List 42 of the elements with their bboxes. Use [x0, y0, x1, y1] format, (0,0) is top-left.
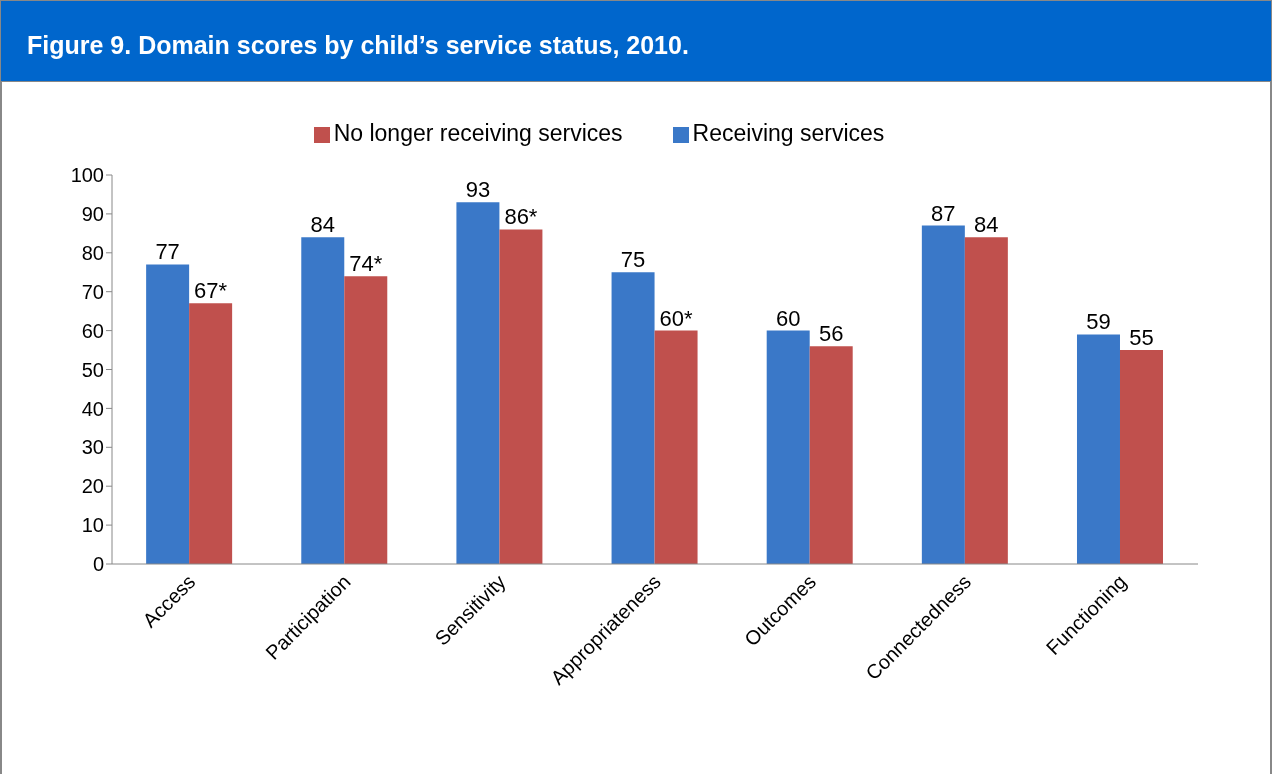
data-label: 55	[1129, 325, 1154, 351]
bar	[964, 237, 1008, 564]
bar	[1076, 334, 1120, 564]
bar	[499, 229, 543, 564]
data-label: 86*	[504, 204, 538, 230]
y-tick-label: 70	[81, 280, 104, 303]
y-tick-label: 0	[92, 553, 104, 576]
bar	[809, 346, 853, 564]
y-tick-label: 60	[81, 319, 104, 342]
bar	[189, 303, 233, 564]
legend-label: Receiving services	[692, 120, 885, 146]
y-tick-label: 80	[81, 241, 104, 264]
bar	[1119, 350, 1163, 564]
data-label: 74*	[349, 251, 383, 277]
bar	[301, 237, 345, 564]
bar	[344, 276, 388, 564]
y-tick-label: 20	[81, 475, 104, 498]
bar	[456, 202, 500, 564]
bar	[146, 264, 190, 564]
data-label: 75	[620, 247, 646, 273]
y-tick-label: 10	[81, 514, 104, 537]
data-label: 59	[1086, 309, 1111, 335]
bar	[766, 330, 810, 564]
data-label: 56	[818, 321, 844, 347]
data-label: 84	[310, 212, 336, 238]
y-tick-label: 90	[81, 203, 104, 225]
data-label: 77	[155, 239, 180, 265]
data-label: 67*	[194, 278, 228, 304]
data-label: 93	[465, 177, 491, 203]
chart-title: Figure 9. Domain scores by child’s service status, 2010.	[27, 31, 689, 60]
y-tick-label: 40	[81, 397, 104, 420]
y-tick-label: 100	[70, 164, 104, 187]
data-label: 60	[775, 305, 801, 331]
legend-label: No longer receiving services	[333, 120, 623, 146]
data-label: 84	[974, 212, 999, 238]
y-tick-label: 50	[81, 358, 104, 381]
data-label: 87	[931, 200, 956, 226]
bar	[921, 225, 965, 564]
bar	[611, 272, 655, 564]
bar	[654, 330, 698, 564]
y-tick-label: 30	[81, 436, 104, 459]
data-label: 60*	[659, 305, 694, 331]
